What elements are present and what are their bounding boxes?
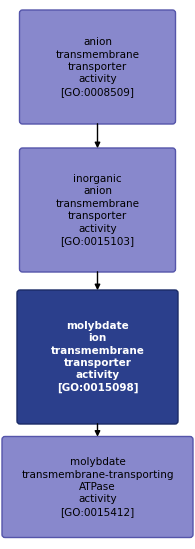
FancyBboxPatch shape bbox=[20, 10, 176, 124]
Text: molybdate
transmembrane-transporting
ATPase
activity
[GO:0015412]: molybdate transmembrane-transporting ATP… bbox=[21, 457, 174, 517]
Text: inorganic
anion
transmembrane
transporter
activity
[GO:0015103]: inorganic anion transmembrane transporte… bbox=[56, 174, 139, 246]
Text: molybdate
ion
transmembrane
transporter
activity
[GO:0015098]: molybdate ion transmembrane transporter … bbox=[51, 321, 144, 393]
FancyBboxPatch shape bbox=[20, 148, 176, 272]
Text: anion
transmembrane
transporter
activity
[GO:0008509]: anion transmembrane transporter activity… bbox=[56, 37, 139, 97]
FancyBboxPatch shape bbox=[2, 436, 193, 537]
FancyBboxPatch shape bbox=[17, 290, 178, 424]
